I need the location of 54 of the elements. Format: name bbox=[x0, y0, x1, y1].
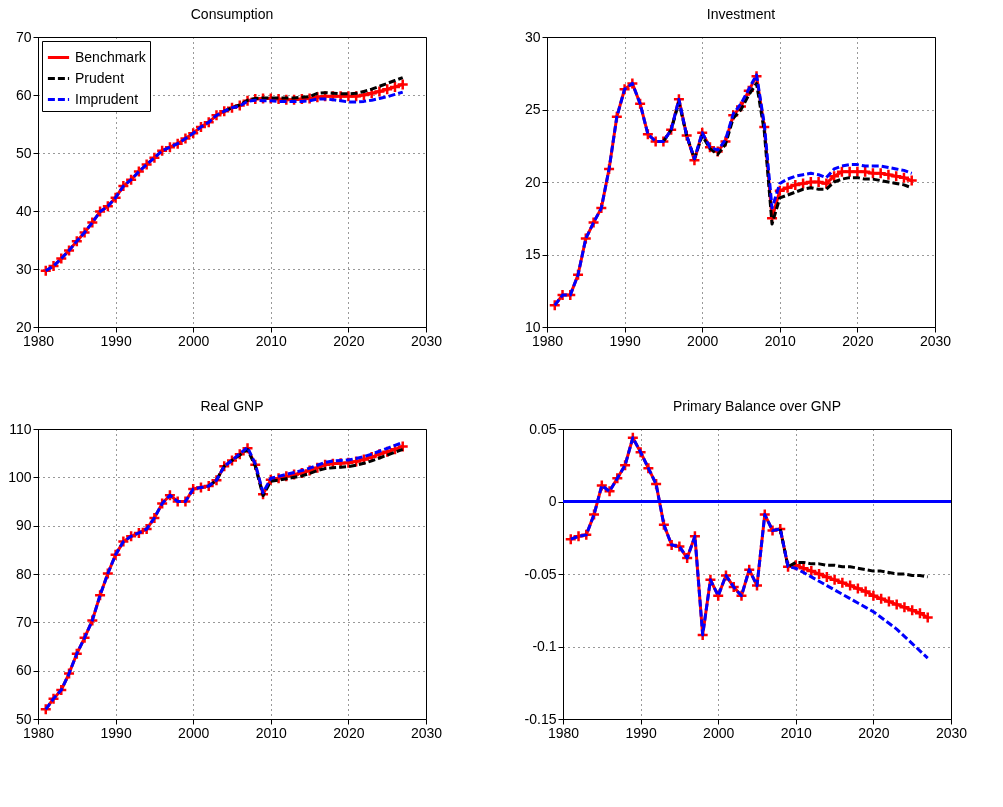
y-tick-label: 60 bbox=[15, 662, 32, 679]
y-tick-label: 20 bbox=[524, 173, 541, 190]
x-tick-label: 1980 bbox=[22, 332, 55, 349]
y-tick-label: 10 bbox=[524, 318, 541, 335]
y-tick-label: 0 bbox=[548, 493, 557, 509]
y-tick-label: 110 bbox=[9, 420, 32, 437]
x-tick-label: 1990 bbox=[100, 332, 132, 349]
x-tick-label: 1990 bbox=[100, 724, 132, 741]
y-tick-label: 70 bbox=[15, 28, 32, 45]
x-tick-label: 2000 bbox=[178, 724, 210, 741]
x-tick-label: 2000 bbox=[687, 332, 719, 349]
x-tick-label: 2020 bbox=[858, 724, 890, 741]
legend-label: Imprudent bbox=[75, 90, 139, 107]
y-tick-label: 20 bbox=[15, 318, 32, 335]
x-tick-label: 1990 bbox=[609, 332, 641, 349]
y-tick-label: 30 bbox=[15, 260, 32, 277]
y-tick-label: 70 bbox=[15, 613, 32, 630]
y-tick-label: -0.1 bbox=[532, 638, 557, 654]
chart-title: Primary Balance over GNP bbox=[672, 398, 842, 414]
chart-title: Consumption bbox=[190, 6, 274, 22]
y-tick-label: 15 bbox=[524, 246, 541, 262]
x-tick-label: 2030 bbox=[935, 724, 968, 741]
x-tick-label: 2010 bbox=[255, 332, 288, 349]
y-tick-label: 30 bbox=[524, 28, 541, 45]
x-tick-label: 1990 bbox=[625, 724, 657, 741]
y-tick-label: 40 bbox=[15, 202, 32, 219]
y-tick-label: 100 bbox=[8, 468, 32, 485]
x-tick-label: 1980 bbox=[547, 724, 580, 741]
x-tick-label: 2030 bbox=[410, 724, 443, 741]
x-tick-label: 2020 bbox=[842, 332, 874, 349]
y-tick-label: -0.15 bbox=[524, 710, 557, 727]
x-tick-label: 1980 bbox=[531, 332, 564, 349]
y-tick-label: 25 bbox=[524, 101, 541, 117]
y-tick-label: 50 bbox=[15, 144, 32, 161]
legend-label: Benchmark bbox=[75, 48, 147, 65]
x-tick-label: 1980 bbox=[22, 724, 55, 741]
y-tick-label: 50 bbox=[15, 710, 32, 727]
chart-title: Investment bbox=[706, 6, 776, 22]
x-tick-label: 2000 bbox=[178, 332, 210, 349]
x-tick-label: 2030 bbox=[410, 332, 443, 349]
y-tick-label: 60 bbox=[15, 86, 32, 103]
y-tick-label: 0.05 bbox=[529, 420, 557, 437]
x-tick-label: 2030 bbox=[919, 332, 952, 349]
x-tick-label: 2000 bbox=[703, 724, 735, 741]
x-tick-label: 2020 bbox=[333, 724, 365, 741]
chart-title: Real GNP bbox=[200, 398, 264, 414]
y-tick-label: 90 bbox=[15, 517, 32, 534]
x-tick-label: 2010 bbox=[764, 332, 797, 349]
legend-label: Prudent bbox=[75, 69, 125, 86]
y-tick-label: 80 bbox=[15, 565, 32, 582]
x-tick-label: 2010 bbox=[780, 724, 813, 741]
y-tick-label: -0.05 bbox=[524, 565, 557, 582]
x-tick-label: 2020 bbox=[333, 332, 365, 349]
x-tick-label: 2010 bbox=[255, 724, 288, 741]
